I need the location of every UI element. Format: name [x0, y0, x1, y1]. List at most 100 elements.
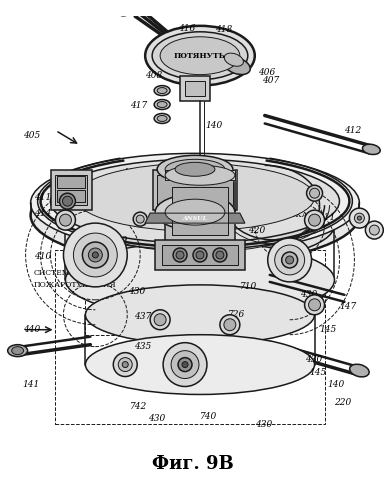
- Text: 412: 412: [345, 126, 362, 135]
- Circle shape: [282, 252, 298, 268]
- Ellipse shape: [85, 285, 315, 344]
- Circle shape: [178, 358, 192, 372]
- Text: 416: 416: [178, 24, 195, 34]
- Ellipse shape: [90, 192, 310, 252]
- Circle shape: [64, 223, 127, 287]
- Circle shape: [275, 245, 305, 275]
- Bar: [185, 80, 205, 96]
- Text: 411: 411: [318, 212, 335, 222]
- Circle shape: [365, 221, 383, 239]
- Text: 420: 420: [248, 226, 265, 234]
- Bar: [55, 176, 87, 205]
- Ellipse shape: [50, 160, 340, 243]
- Ellipse shape: [155, 194, 235, 230]
- Circle shape: [369, 225, 379, 235]
- Circle shape: [310, 188, 320, 198]
- Circle shape: [92, 252, 98, 258]
- Text: ANSUL: ANSUL: [182, 216, 208, 220]
- Text: 414: 414: [33, 208, 51, 218]
- Text: 147: 147: [306, 298, 324, 306]
- Text: СИСТЕМА: СИСТЕМА: [33, 269, 76, 277]
- Circle shape: [62, 196, 72, 206]
- Text: 418: 418: [215, 26, 232, 35]
- Text: 421: 421: [193, 248, 210, 258]
- Ellipse shape: [165, 160, 225, 180]
- Ellipse shape: [8, 344, 28, 356]
- Circle shape: [193, 248, 207, 262]
- Circle shape: [357, 216, 362, 220]
- Text: 740: 740: [200, 412, 217, 421]
- Bar: [165, 180, 235, 245]
- Circle shape: [171, 350, 199, 378]
- Text: 435: 435: [134, 342, 151, 351]
- Text: 430: 430: [255, 420, 272, 429]
- Ellipse shape: [145, 26, 255, 86]
- Circle shape: [136, 215, 144, 223]
- Text: 710: 710: [240, 282, 257, 292]
- Text: 419: 419: [110, 236, 127, 244]
- Bar: [180, 76, 210, 100]
- Bar: [57, 190, 85, 202]
- Circle shape: [309, 299, 321, 311]
- Text: 430: 430: [300, 290, 317, 300]
- Circle shape: [133, 212, 147, 226]
- Circle shape: [113, 352, 137, 376]
- Circle shape: [150, 310, 170, 330]
- Ellipse shape: [154, 114, 170, 124]
- Circle shape: [216, 251, 224, 259]
- Ellipse shape: [30, 166, 359, 265]
- Circle shape: [59, 214, 72, 226]
- Circle shape: [173, 248, 187, 262]
- Text: 430: 430: [305, 355, 322, 364]
- Text: 417: 417: [130, 101, 147, 110]
- Ellipse shape: [165, 166, 235, 185]
- Circle shape: [213, 248, 227, 262]
- Text: 145: 145: [310, 368, 327, 377]
- Bar: [155, 240, 245, 270]
- Circle shape: [305, 295, 325, 315]
- Text: 405: 405: [23, 131, 40, 140]
- Bar: [157, 176, 233, 205]
- Text: ПОТЯНУТЬ: ПОТЯНУТЬ: [174, 52, 226, 60]
- Circle shape: [305, 210, 325, 230]
- Ellipse shape: [85, 334, 315, 394]
- Ellipse shape: [175, 162, 215, 176]
- Ellipse shape: [154, 86, 170, 96]
- Circle shape: [268, 238, 311, 282]
- Ellipse shape: [157, 102, 167, 107]
- Circle shape: [350, 208, 369, 228]
- Ellipse shape: [152, 32, 248, 80]
- Ellipse shape: [154, 100, 170, 110]
- Circle shape: [59, 193, 75, 209]
- Text: 430: 430: [148, 414, 166, 423]
- Text: Фиг. 9В: Фиг. 9В: [152, 455, 233, 473]
- Ellipse shape: [157, 156, 233, 183]
- Text: 430: 430: [128, 288, 146, 296]
- Text: 140: 140: [205, 121, 222, 130]
- Text: 145: 145: [320, 325, 337, 334]
- Bar: [162, 245, 238, 265]
- Text: 408: 408: [145, 71, 162, 80]
- Circle shape: [122, 362, 128, 368]
- Bar: [172, 187, 228, 235]
- Ellipse shape: [160, 37, 240, 74]
- Text: 437: 437: [134, 312, 151, 322]
- Bar: [57, 176, 85, 188]
- Bar: [55, 250, 325, 424]
- Circle shape: [154, 314, 166, 326]
- Circle shape: [163, 342, 207, 386]
- Text: ПРИ ПОЖАРЕ: ПРИ ПОЖАРЕ: [255, 211, 320, 219]
- Text: 407: 407: [262, 76, 279, 85]
- Ellipse shape: [157, 88, 167, 94]
- Bar: [153, 170, 237, 210]
- Ellipse shape: [350, 364, 369, 377]
- Ellipse shape: [165, 199, 225, 225]
- Text: 141: 141: [23, 380, 40, 389]
- Text: 410: 410: [33, 252, 51, 262]
- Bar: [50, 170, 92, 210]
- Ellipse shape: [30, 154, 359, 253]
- Text: 726: 726: [228, 310, 245, 320]
- Text: 147: 147: [340, 302, 357, 312]
- Circle shape: [82, 242, 108, 268]
- Ellipse shape: [223, 57, 250, 74]
